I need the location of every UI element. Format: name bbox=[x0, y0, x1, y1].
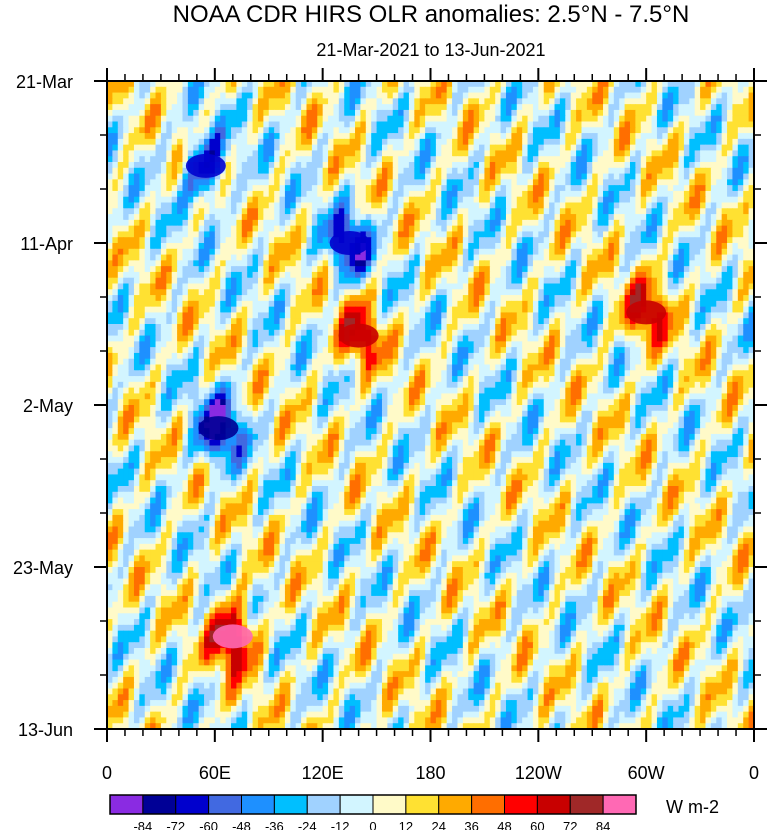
anomaly-feature-5 bbox=[338, 323, 379, 348]
colorbar-swatch-13 bbox=[536, 794, 571, 815]
y-tick-label-1: 11-Apr bbox=[20, 234, 73, 254]
x-tick-label-1: 60E bbox=[199, 763, 231, 783]
colorbar-label-14: 84 bbox=[596, 819, 610, 830]
colorbar-border bbox=[109, 794, 637, 815]
chart-subtitle: 21-Mar-2021 to 13-Jun-2021 bbox=[316, 40, 546, 60]
x-tick-label-6: 0 bbox=[749, 763, 759, 783]
colorbar-label-11: 48 bbox=[497, 819, 511, 830]
colorbar-swatch-15 bbox=[602, 794, 637, 815]
colorbar-swatch-9 bbox=[405, 794, 440, 815]
anomaly-feature-3 bbox=[212, 624, 253, 649]
x-tick-label-2: 120E bbox=[302, 763, 344, 783]
colorbar-swatch-5 bbox=[273, 794, 308, 815]
colorbar-swatch-2 bbox=[175, 794, 210, 815]
anomaly-feature-1 bbox=[329, 231, 370, 255]
colorbar-label-7: 0 bbox=[369, 819, 376, 830]
x-tick-label-0: 0 bbox=[102, 763, 112, 783]
colorbar-swatch-11 bbox=[471, 794, 506, 815]
colorbar-label-12: 60 bbox=[530, 819, 544, 830]
colorbar-label-10: 36 bbox=[464, 819, 478, 830]
colorbar-label-4: -36 bbox=[265, 819, 284, 830]
anomaly-feature-4 bbox=[626, 300, 667, 325]
y-tick-label-0: 21-Mar bbox=[16, 72, 73, 92]
colorbar-label-8: 12 bbox=[399, 819, 413, 830]
colorbar-label-0: -84 bbox=[133, 819, 152, 830]
x-tick-label-3: 180 bbox=[415, 763, 445, 783]
colorbar-swatch-6 bbox=[306, 794, 341, 815]
colorbar-swatch-7 bbox=[339, 794, 374, 815]
colorbar-label-1: -72 bbox=[166, 819, 185, 830]
colorbar-label-6: -12 bbox=[331, 819, 350, 830]
colorbar-label-13: 72 bbox=[563, 819, 577, 830]
colorbar-swatch-3 bbox=[208, 794, 243, 815]
x-tick-label-4: 120W bbox=[515, 763, 562, 783]
anomaly-feature-0 bbox=[198, 416, 239, 441]
olr-anomaly-field bbox=[107, 81, 754, 729]
colorbar-swatch-0 bbox=[109, 794, 144, 815]
colorbar-label-9: 24 bbox=[432, 819, 446, 830]
y-tick-label-2: 2-May bbox=[23, 396, 73, 416]
colorbar-label-2: -60 bbox=[199, 819, 218, 830]
anomaly-feature-2 bbox=[185, 153, 226, 178]
colorbar-swatch-1 bbox=[142, 794, 177, 815]
colorbar-units: W m-2 bbox=[666, 797, 719, 817]
x-axis: 0 60E 120E 180 120W 60W 0 bbox=[102, 68, 759, 783]
colorbar-label-3: -48 bbox=[232, 819, 251, 830]
y-tick-label-3: 23-May bbox=[13, 558, 73, 578]
x-tick-label-5: 60W bbox=[628, 763, 665, 783]
y-axis: 21-Mar 11-Apr 2-May 23-May 13-Jun bbox=[13, 72, 767, 740]
y-tick-label-4: 13-Jun bbox=[18, 720, 73, 740]
anomaly-features bbox=[185, 153, 667, 649]
colorbar-swatch-8 bbox=[372, 794, 407, 815]
chart-title: NOAA CDR HIRS OLR anomalies: 2.5°N - 7.5… bbox=[172, 1, 690, 28]
colorbar-swatch-12 bbox=[504, 794, 538, 815]
colorbar-swatch-4 bbox=[241, 794, 275, 815]
colorbar-label-5: -24 bbox=[298, 819, 317, 830]
colorbar-swatch-10 bbox=[438, 794, 473, 815]
colorbar: -84 -72 -60 -48 -36 -24 -12 0 12 24 36 48 60 72 84 bbox=[109, 794, 637, 830]
colorbar-swatch-14 bbox=[569, 794, 604, 815]
